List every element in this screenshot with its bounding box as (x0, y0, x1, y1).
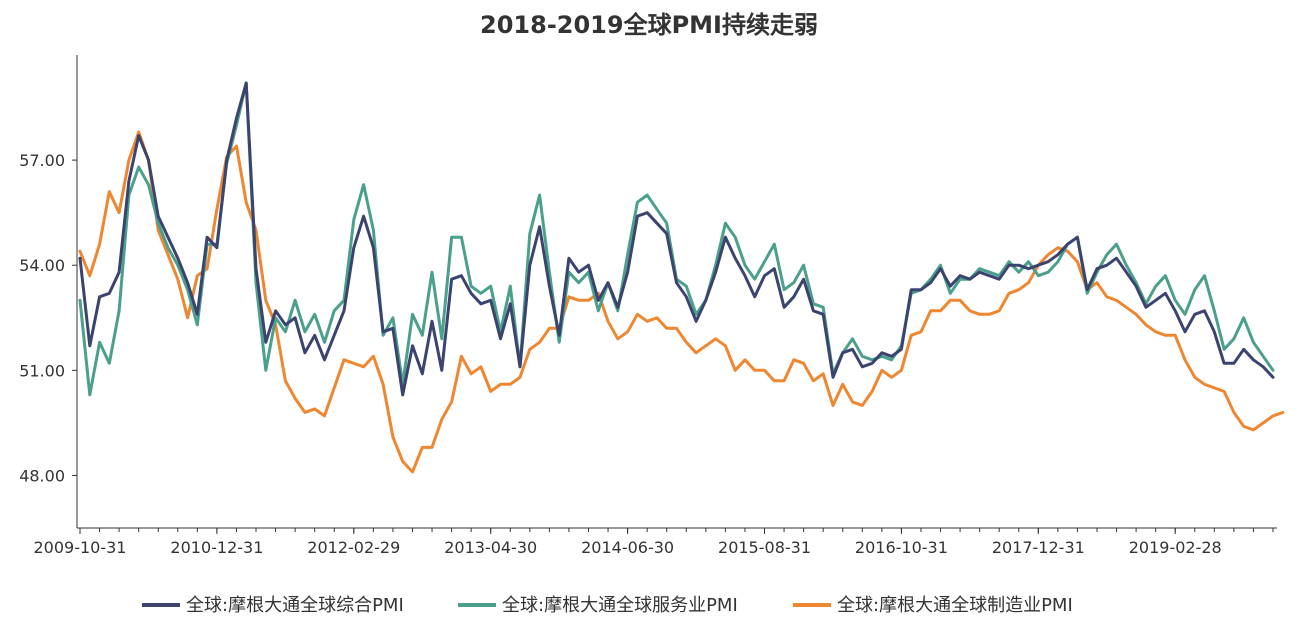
x-tick-label: 2019-02-28 (1129, 538, 1222, 557)
y-tick-label: 51.00 (19, 361, 65, 380)
axes: 48.00 51.00 54.00 57.00 2009-10-31 2010-12-31… (19, 55, 1277, 557)
y-tick-label: 57.00 (19, 151, 65, 170)
x-tick-label: 2009-10-31 (34, 538, 127, 557)
x-tick-label: 2014-06-30 (581, 538, 674, 557)
legend-label-1: 全球:摩根大通全球服务业PMI (502, 595, 738, 616)
legend-label-0: 全球:摩根大通全球综合PMI (186, 595, 404, 616)
x-tick-label: 2010-12-31 (170, 538, 263, 557)
series-line-2 (78, 130, 1285, 474)
x-tick-label: 2017-12-31 (992, 538, 1085, 557)
series-lines (78, 81, 1285, 474)
x-tick-label: 2013-04-30 (444, 538, 537, 557)
y-tick-label: 48.00 (19, 466, 65, 485)
series-line-1 (78, 81, 1275, 397)
chart-title: 2018-2019全球PMI持续走弱 (480, 11, 818, 39)
legend-label-2: 全球:摩根大通全球制造业PMI (837, 595, 1073, 616)
x-tick-label: 2015-08-31 (718, 538, 811, 557)
legend: 全球:摩根大通全球综合PMI 全球:摩根大通全球服务业PMI 全球:摩根大通全球制造… (142, 595, 1073, 616)
series-line-0 (78, 81, 1275, 397)
y-tick-label: 54.00 (19, 256, 65, 275)
x-tick-label: 2012-02-29 (307, 538, 400, 557)
x-tick-label: 2016-10-31 (855, 538, 948, 557)
